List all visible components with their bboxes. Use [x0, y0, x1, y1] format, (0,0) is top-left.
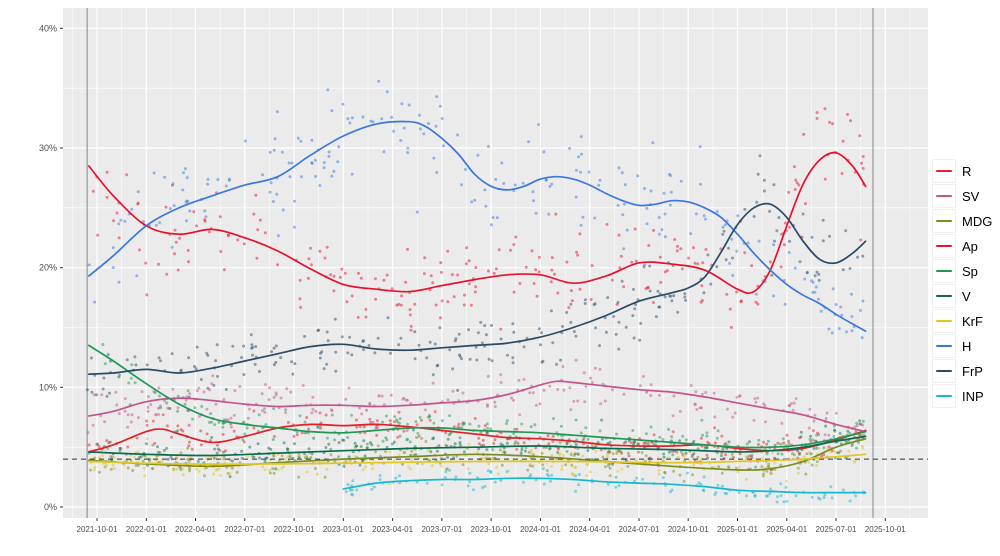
x-tick-label: 2022-07-01 — [224, 525, 265, 534]
trend-line-MDG — [87, 437, 867, 471]
x-tick-label: 2022-10-01 — [274, 525, 315, 534]
legend-color-line-icon — [936, 369, 952, 373]
trend-line-KrF — [87, 453, 867, 465]
y-tick-label: 30% — [39, 143, 57, 153]
legend-key-Ap — [932, 234, 956, 258]
legend-color-line-icon — [936, 194, 952, 198]
legend-label-INP: INP — [962, 388, 984, 404]
axes: 0% 10% 20% 30% 40% 2021-10-01 2022-01-01 2022-0… — [39, 23, 906, 534]
legend-color-line-icon — [936, 319, 952, 323]
legend-key-MDG — [932, 209, 956, 233]
legend-key-V — [932, 284, 956, 308]
y-tick-label: 20% — [39, 263, 57, 273]
scatter-FrP — [85, 154, 865, 412]
x-tick-label: 2024-07-01 — [619, 525, 660, 534]
legend-item-R: R — [932, 159, 992, 183]
legend-label-V: V — [962, 288, 971, 304]
x-tick-label: 2024-10-01 — [668, 525, 709, 534]
trend-lines — [87, 120, 867, 494]
x-tick-label: 2023-10-01 — [471, 525, 512, 534]
legend-label-H: H — [962, 338, 972, 354]
legend-item-INP: INP — [932, 384, 992, 408]
trend-line-Sp — [87, 344, 867, 449]
legend-key-R — [932, 159, 956, 183]
legend-label-KrF: KrF — [962, 313, 983, 329]
legend-color-line-icon — [936, 219, 952, 223]
legend-key-H — [932, 334, 956, 358]
trend-line-SV — [87, 380, 867, 433]
x-tick-label: 2023-07-01 — [421, 525, 462, 534]
x-tick-label: 2025-07-01 — [816, 525, 857, 534]
x-tick-label: 2022-01-01 — [126, 525, 167, 534]
legend-label-Sp: Sp — [962, 263, 978, 279]
y-tick-label: 0% — [44, 502, 57, 512]
legend-color-line-icon — [936, 294, 952, 298]
legend-color-line-icon — [936, 344, 952, 348]
legend-item-KrF: KrF — [932, 309, 992, 333]
x-tick-label: 2024-04-01 — [569, 525, 610, 534]
legend-label-MDG: MDG — [962, 213, 993, 229]
legend-label-Ap: Ap — [962, 238, 978, 254]
legend-key-Sp — [932, 259, 956, 283]
trend-line-Ap — [87, 151, 867, 295]
trend-line-INP — [342, 477, 867, 494]
legend-label-R: R — [962, 163, 972, 179]
legend-item-H: H — [932, 334, 992, 358]
legend-key-INP — [932, 384, 956, 408]
legend-item-V: V — [932, 284, 992, 308]
legend: R SV MDG Ap Sp V KrF H FrP INP — [932, 159, 993, 408]
x-tick-label: 2023-04-01 — [372, 525, 413, 534]
legend-color-line-icon — [936, 244, 952, 248]
legend-key-KrF — [932, 309, 956, 333]
scatter-KrF — [89, 436, 865, 486]
y-tick-label: 10% — [39, 382, 57, 392]
x-tick-label: 2023-01-01 — [323, 525, 364, 534]
trend-line-R — [87, 423, 867, 453]
legend-item-Sp: Sp — [932, 259, 992, 283]
scatter-H — [87, 79, 865, 340]
legend-label-SV: SV — [962, 188, 980, 204]
trend-line-V — [87, 435, 867, 457]
x-tick-label: 2025-10-01 — [865, 525, 906, 534]
legend-item-FrP: FrP — [932, 359, 992, 383]
grid-major — [63, 8, 928, 518]
x-tick-label: 2021-10-01 — [77, 525, 118, 534]
legend-key-FrP — [932, 359, 956, 383]
trend-line-FrP — [87, 202, 867, 376]
x-tick-label: 2025-01-01 — [717, 525, 758, 534]
legend-color-line-icon — [936, 394, 952, 398]
trend-line-H — [87, 120, 867, 332]
plot-panel — [63, 8, 928, 518]
legend-item-MDG: MDG — [932, 209, 993, 233]
x-tick-label: 2024-01-01 — [520, 525, 561, 534]
legend-color-line-icon — [936, 269, 952, 273]
legend-label-FrP: FrP — [962, 363, 983, 379]
x-tick-label: 2025-04-01 — [766, 525, 807, 534]
legend-item-Ap: Ap — [932, 234, 992, 258]
legend-color-line-icon — [936, 169, 952, 173]
x-tick-label: 2022-04-01 — [175, 525, 216, 534]
legend-item-SV: SV — [932, 184, 992, 208]
scatter-Ap — [91, 107, 865, 332]
legend-key-SV — [932, 184, 956, 208]
y-tick-label: 40% — [39, 23, 57, 33]
